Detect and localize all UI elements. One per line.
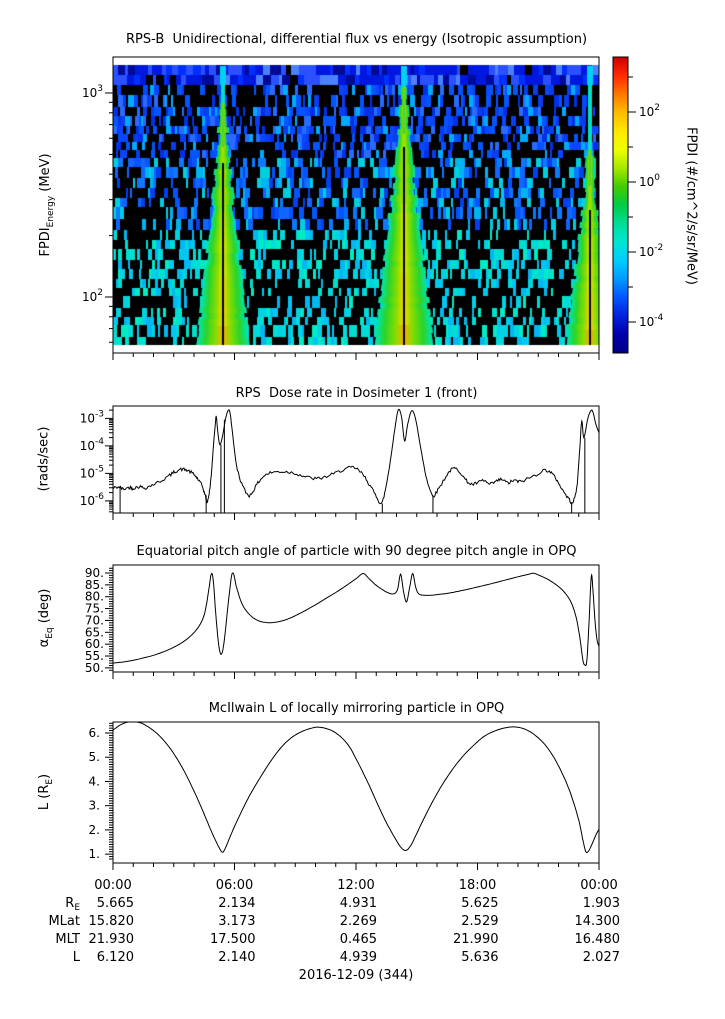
ephemeris-value: 2.027 [583, 950, 620, 965]
time-label: 18:00 [459, 878, 496, 893]
pitch-tick-label: 85. [85, 578, 104, 592]
pitch-title: Equatorial pitch angle of particle with … [136, 544, 577, 559]
colorbar-frame [612, 56, 629, 354]
ephemeris-row-label: L [73, 950, 81, 965]
pitch-tick-label: 50. [85, 661, 104, 675]
dose-curve [113, 408, 599, 505]
row-label-part: R [65, 896, 74, 911]
row-label-part: MLT [55, 932, 80, 947]
mcilwain-tick-label: 6. [89, 726, 100, 740]
ephemeris-value: 2.134 [218, 896, 255, 911]
pitch-tick-label: 90. [85, 566, 104, 580]
dose-frame [112, 405, 600, 514]
tick-label-part: 10 [80, 494, 95, 508]
pitch-tick-label: 55. [85, 649, 104, 663]
tick-label-part: 10 [639, 245, 654, 259]
pitch-curve [113, 572, 599, 666]
mcilwain-tick-label: 1. [89, 847, 100, 861]
pitch-tick-label: 75. [85, 602, 104, 616]
tick-label-part: 3 [97, 84, 103, 94]
colorbar-tick-label: 100 [639, 173, 660, 189]
spectrogram-frame [112, 56, 600, 354]
pitch-tick-label: 65. [85, 625, 104, 639]
tick-label-part: -4 [95, 437, 104, 447]
colorbar-tick-label: 102 [639, 103, 660, 119]
tick-label-part: 10 [80, 411, 95, 425]
mcilwain-curve [113, 722, 599, 854]
colorbar [613, 57, 628, 353]
pitch-tick-label: 80. [85, 590, 104, 604]
ephemeris-row-label: RE [65, 896, 80, 913]
ephemeris-value: 14.300 [575, 914, 621, 929]
ephemeris-value: 4.939 [340, 950, 377, 965]
pitch-tick-label: 70. [85, 613, 104, 627]
ephemeris-value: 2.269 [340, 914, 377, 929]
ephemeris-value: 2.140 [218, 950, 255, 965]
row-label-part: E [74, 903, 80, 913]
ephemeris-value: 5.665 [97, 896, 134, 911]
colorbar-tick-label: 10-2 [639, 243, 663, 259]
energy-tick-label: 102 [82, 288, 103, 304]
curve-group [113, 408, 599, 513]
mcilwain-tick-label: 4. [89, 774, 100, 788]
ephemeris-value: 5.625 [461, 896, 498, 911]
ephemeris-value: 17.500 [210, 932, 256, 947]
ephemeris-value: 16.480 [575, 932, 621, 947]
spectrogram-title: RPS-B Unidirectional, differential flux … [125, 32, 588, 47]
spectrogram-heatmap [113, 57, 599, 353]
tick-label-part: 10 [82, 86, 97, 100]
row-label-part: MLat [48, 914, 80, 929]
ephemeris-value: 2.529 [461, 914, 498, 929]
ephemeris-value: 5.636 [461, 950, 498, 965]
pitch-tick-label: 60. [85, 637, 104, 651]
dose-tick-label: 10-4 [80, 437, 105, 453]
ephemeris-value: 21.930 [89, 932, 135, 947]
ephemeris-value: 15.820 [89, 914, 135, 929]
tick-label-part: 10 [80, 466, 95, 480]
tick-label-part: 10 [639, 105, 654, 119]
time-label: 06:00 [216, 878, 253, 893]
curve-group [113, 722, 599, 854]
tick-label-part: 10 [80, 439, 95, 453]
ephemeris-value: 0.465 [340, 932, 377, 947]
time-label: 12:00 [337, 878, 374, 893]
tick-label-part: -3 [95, 409, 104, 419]
tick-label-part: 10 [639, 175, 654, 189]
dose-tick-label: 10-3 [80, 409, 104, 425]
energy-tick-label: 103 [82, 84, 103, 100]
ephemeris-value: 3.173 [218, 914, 255, 929]
curve-group [113, 572, 599, 666]
tick-label-part: -4 [654, 313, 663, 323]
mcilwain-tick-label: 3. [89, 799, 100, 813]
mcilwain-tick-label: 5. [89, 750, 100, 764]
tick-label-part: 0 [654, 173, 660, 183]
ephemeris-value: 6.120 [97, 950, 134, 965]
mcilwain-frame [112, 721, 600, 864]
ephemeris-value: 4.931 [340, 896, 377, 911]
tick-label-part: -6 [95, 492, 104, 502]
ephemeris-value: 1.903 [583, 896, 620, 911]
tick-label-part: 2 [97, 288, 103, 298]
tick-label-part: -5 [95, 464, 104, 474]
dose-title: RPS Dose rate in Dosimeter 1 (front) [235, 386, 478, 401]
dose-tick-label: 10-5 [80, 464, 104, 480]
date-label: 2016-12-09 (344) [299, 968, 414, 983]
tick-label-part: 2 [654, 103, 660, 113]
time-label: 00:00 [580, 878, 617, 893]
dose-tick-label: 10-6 [80, 492, 105, 508]
ephemeris-row-label: MLat [48, 914, 80, 929]
pitch-frame [112, 564, 600, 673]
row-label-part: L [73, 950, 81, 965]
tick-label-part: -2 [654, 243, 663, 253]
time-label: 00:00 [94, 878, 131, 893]
mcilwain-title: McIlwain L of locally mirroring particle… [208, 701, 505, 716]
tick-label-part: 10 [639, 315, 654, 329]
ephemeris-row-label: MLT [55, 932, 80, 947]
tick-label-part: 10 [82, 290, 97, 304]
ephemeris-value: 21.990 [453, 932, 499, 947]
mcilwain-tick-label: 2. [89, 823, 100, 837]
colorbar-tick-label: 10-4 [639, 313, 664, 329]
